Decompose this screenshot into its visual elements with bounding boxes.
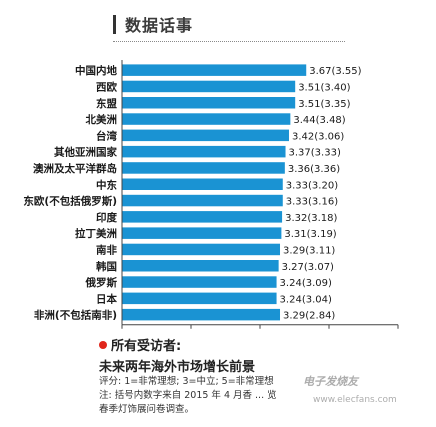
bar-9: [122, 211, 283, 223]
caption-subtitle: 未来两年海外市场增长前景: [99, 360, 256, 375]
caption-note-source: 注: 括号内数字来自 2015 年 4 月香 ... 览: [99, 390, 277, 401]
caption-bullet-icon: [99, 340, 107, 349]
caption-note-scale: 评分: 1=非常理想; 3=中立; 5=非常理想: [99, 376, 274, 387]
caption-note-source-cont: 春季灯饰展问卷调查。: [99, 404, 195, 415]
bar-5: [122, 145, 286, 158]
category-label-6: 澳洲及太平洋群岛: [33, 162, 117, 175]
x-tick-label-4: 5: [395, 332, 402, 333]
caption-heading-text: 所有受访者:: [111, 339, 182, 354]
value-label-2: 3.51(3.35): [298, 99, 350, 110]
caption-heading: 所有受访者:: [96, 335, 426, 354]
watermark-url: www.elecfans.com: [313, 395, 397, 405]
bar-13: [122, 276, 277, 288]
category-label-4: 台湾: [96, 129, 117, 142]
bar-4: [122, 129, 289, 142]
category-label-2: 东盟: [96, 97, 117, 110]
category-label-8: 东欧(不包括俄罗斯): [23, 195, 117, 208]
value-label-13: 3.24(3.09): [280, 278, 332, 289]
value-label-3: 3.44(3.48): [293, 115, 345, 126]
bar-15: [122, 308, 281, 321]
value-label-9: 3.32(3.18): [285, 213, 337, 224]
category-label-11: 南非: [96, 243, 117, 256]
value-label-7: 3.33(3.20): [286, 180, 338, 191]
category-label-1: 西欧: [96, 80, 117, 93]
category-label-10: 拉丁美洲: [75, 227, 117, 240]
header-divider: [113, 41, 345, 42]
category-label-5: 其他亚洲国家: [54, 146, 117, 159]
bar-8: [122, 194, 283, 207]
bar-7: [122, 178, 283, 190]
bar-2: [122, 97, 296, 109]
x-tick-label-2: 3: [257, 332, 264, 333]
bar-11: [122, 243, 281, 256]
chart-caption: 所有受访者: 未来两年海外市场增长前景 评分: 1=非常理想; 3=中立; 5=…: [96, 335, 426, 417]
value-label-5: 3.37(3.33): [289, 148, 341, 159]
value-label-6: 3.36(3.36): [288, 164, 340, 175]
value-label-14: 3.24(3.04): [280, 294, 332, 305]
category-label-9: 印度: [96, 211, 117, 224]
category-label-12: 韩国: [96, 260, 117, 273]
bar-6: [122, 162, 285, 174]
x-tick-label-3: 4: [326, 332, 333, 333]
value-label-1: 3.51(3.40): [298, 82, 350, 93]
value-label-15: 3.29(2.84): [283, 311, 335, 322]
bar-14: [122, 292, 277, 305]
category-label-7: 中东: [96, 178, 117, 191]
value-label-0: 3.67(3.55): [309, 66, 361, 77]
header-accent-bar: [113, 14, 116, 34]
category-label-15: 非洲(不包括南非): [34, 309, 117, 322]
value-label-4: 3.42(3.06): [292, 131, 344, 142]
category-label-13: 俄罗斯: [85, 276, 118, 289]
bar-10: [122, 227, 282, 239]
bar-12: [122, 260, 279, 272]
bar-0: [122, 64, 307, 76]
bar-1: [122, 80, 296, 93]
watermark-logo-text: 电子发烧友: [303, 375, 358, 388]
bar-chart: 中国内地 3.67(3.55) 西欧 3.51(3.40) 东盟 3.51(3.35) 北美…: [23, 60, 402, 333]
value-label-11: 3.29(3.11): [283, 245, 335, 256]
value-label-8: 3.33(3.16): [286, 197, 338, 208]
bar-3: [122, 113, 291, 125]
category-label-3: 北美洲: [86, 113, 118, 126]
x-tick-label-0: 1: [119, 332, 126, 333]
value-label-10: 3.31(3.19): [284, 229, 336, 240]
category-label-14: 日本: [96, 292, 117, 305]
x-tick-label-1: 2: [188, 332, 195, 333]
category-label-0: 中国内地: [75, 64, 117, 77]
section-header: 数据话事: [113, 9, 193, 39]
watermark: 电子发烧友 www.elecfans.com: [303, 373, 397, 405]
value-label-12: 3.27(3.07): [282, 262, 334, 273]
section-title: 数据话事: [125, 16, 194, 35]
